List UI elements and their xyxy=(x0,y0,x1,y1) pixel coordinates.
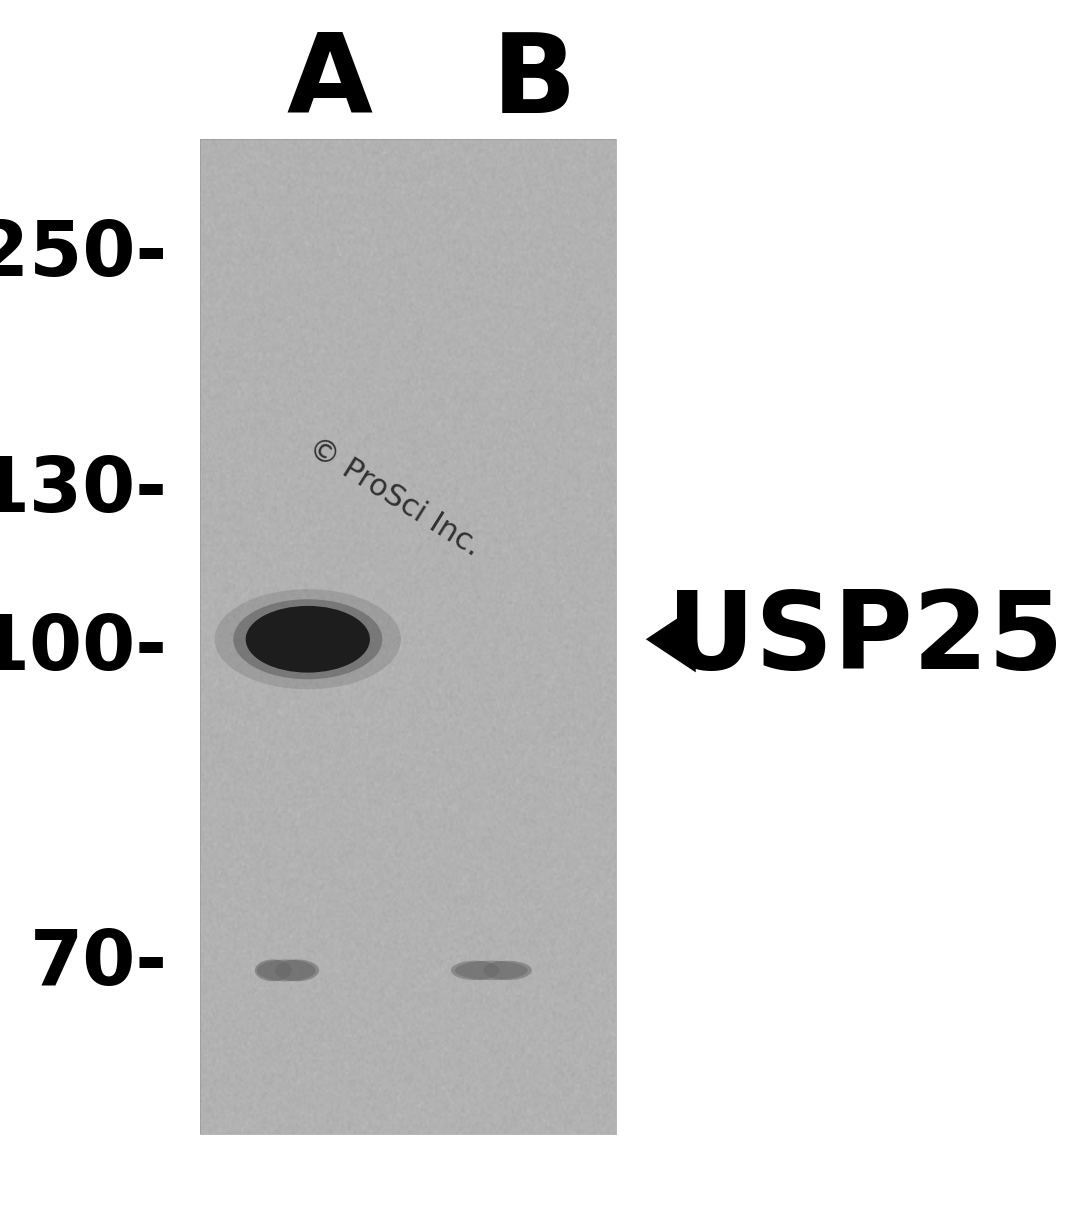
Polygon shape xyxy=(646,606,696,672)
Text: B: B xyxy=(492,29,577,136)
Text: 130-: 130- xyxy=(0,454,167,529)
Ellipse shape xyxy=(255,959,292,981)
Ellipse shape xyxy=(451,961,499,980)
Ellipse shape xyxy=(484,961,531,980)
Ellipse shape xyxy=(257,959,315,981)
Text: 70-: 70- xyxy=(29,927,167,1002)
Ellipse shape xyxy=(455,961,528,980)
Ellipse shape xyxy=(233,599,382,679)
Bar xyxy=(200,139,616,1134)
Text: 100-: 100- xyxy=(0,611,167,687)
Ellipse shape xyxy=(275,959,319,981)
Text: USP25: USP25 xyxy=(667,586,1064,693)
Text: A: A xyxy=(286,29,373,136)
Ellipse shape xyxy=(245,606,369,672)
Text: © ProSci Inc.: © ProSci Inc. xyxy=(302,433,486,562)
Text: 250-: 250- xyxy=(0,217,167,292)
Ellipse shape xyxy=(215,590,401,689)
